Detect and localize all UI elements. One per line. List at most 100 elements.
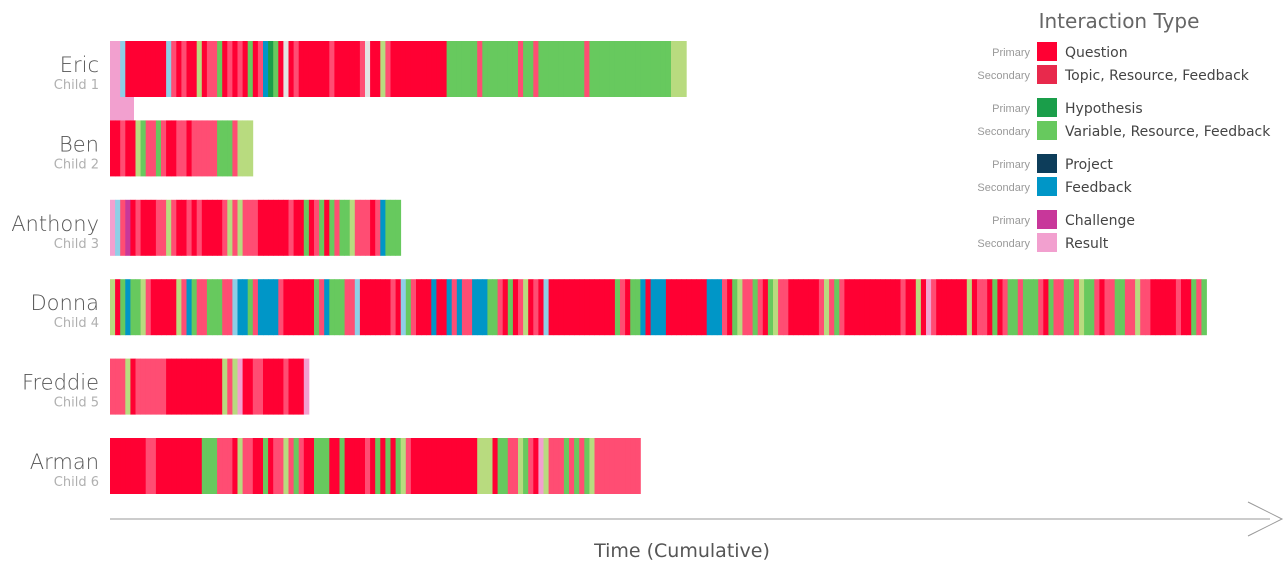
interaction-segment [232,438,238,494]
interaction-segment [380,41,386,97]
interaction-segment [365,41,371,97]
interaction-segment [640,41,646,97]
interaction-segment [416,279,422,336]
interaction-segment [762,279,769,336]
interaction-segment [308,279,315,336]
interaction-segment [110,120,116,177]
row-eric [110,41,687,97]
interaction-segment [405,438,412,494]
interaction-segment [512,41,519,97]
interaction-segment [314,279,320,336]
interaction-segment [110,358,116,415]
interaction-segment [171,120,177,177]
interaction-segment [946,279,952,336]
interaction-segment [242,120,249,177]
interaction-segment [110,199,116,256]
legend-swatch [1037,98,1057,117]
interaction-segment [849,279,855,336]
interaction-segment [461,438,468,494]
interaction-segment [1073,279,1080,336]
interaction-segment [171,279,177,336]
interaction-segment [349,438,356,494]
interaction-segment [150,41,157,97]
interaction-segment [288,41,294,97]
interaction-segment [206,438,213,494]
interaction-segment [579,279,585,336]
legend-swatch [1037,154,1057,173]
interaction-segment [385,438,391,494]
interaction-segment [227,199,233,256]
interaction-segment [1109,279,1116,336]
interaction-segment [334,438,340,494]
interaction-segment [288,279,294,336]
interaction-segment [926,279,932,336]
interaction-segment [166,279,172,336]
legend-level: Primary [992,103,1030,115]
interaction-segment [186,279,192,336]
interaction-segment [711,279,718,336]
legend-label: Hypothesis [1065,101,1143,117]
interaction-segment [477,438,483,494]
interaction-segment [390,279,396,336]
interaction-segment [528,279,534,336]
interaction-segment [920,279,927,336]
interaction-segment [176,199,182,256]
interaction-segment [650,279,657,336]
interaction-segment [482,279,488,336]
interaction-segment [390,438,396,494]
interaction-segment [467,438,473,494]
interaction-segment [303,199,310,256]
interaction-segment [145,358,152,415]
child-subtitle: Child 4 [54,316,99,331]
interaction-segment [252,41,259,97]
interaction-segment [502,438,509,494]
interaction-segment [263,279,269,336]
interaction-segment [293,199,300,256]
interaction-segment [171,438,177,494]
interaction-segment [344,41,351,97]
legend-level: Secondary [977,126,1030,138]
interaction-segment [375,438,381,494]
interaction-segment [166,358,172,415]
interaction-segment [574,279,580,336]
interaction-segment [645,41,651,97]
interaction-segment [875,279,881,336]
interaction-segment [110,41,116,97]
interaction-segment [171,41,177,97]
interaction-segment [283,199,289,256]
interaction-segment [518,279,524,336]
interaction-segment [242,199,249,256]
interaction-segment [1175,279,1182,336]
interaction-segment [594,279,600,336]
interaction-segment [227,358,233,415]
interaction-segment [257,199,264,256]
interaction-segment [201,199,208,256]
child-subtitle: Child 5 [54,396,99,411]
interaction-segment [206,120,213,177]
interaction-segment [533,438,539,494]
interaction-segment [1140,279,1146,336]
legend-swatch [1037,121,1057,140]
interaction-segment [242,358,249,415]
interaction-segment [645,279,651,336]
interaction-segment [298,199,305,256]
interaction-segment [319,41,325,97]
interaction-segment [319,438,325,494]
interaction-segment [584,438,590,494]
interaction-segment [242,438,249,494]
interaction-segment [1170,279,1177,336]
interaction-segment [492,438,498,494]
interaction-segment [237,120,243,177]
interaction-segment [467,279,473,336]
interaction-segment [1063,279,1070,336]
interaction-segment [910,279,917,336]
interaction-segment [431,438,437,494]
interaction-segment [324,279,330,336]
interaction-segment [247,120,254,177]
interaction-segment [227,438,233,494]
interaction-segment [528,41,534,97]
interaction-segment [767,279,774,336]
interaction-segment [303,41,310,97]
interaction-segment [1104,279,1110,336]
interaction-segment [1099,279,1105,336]
